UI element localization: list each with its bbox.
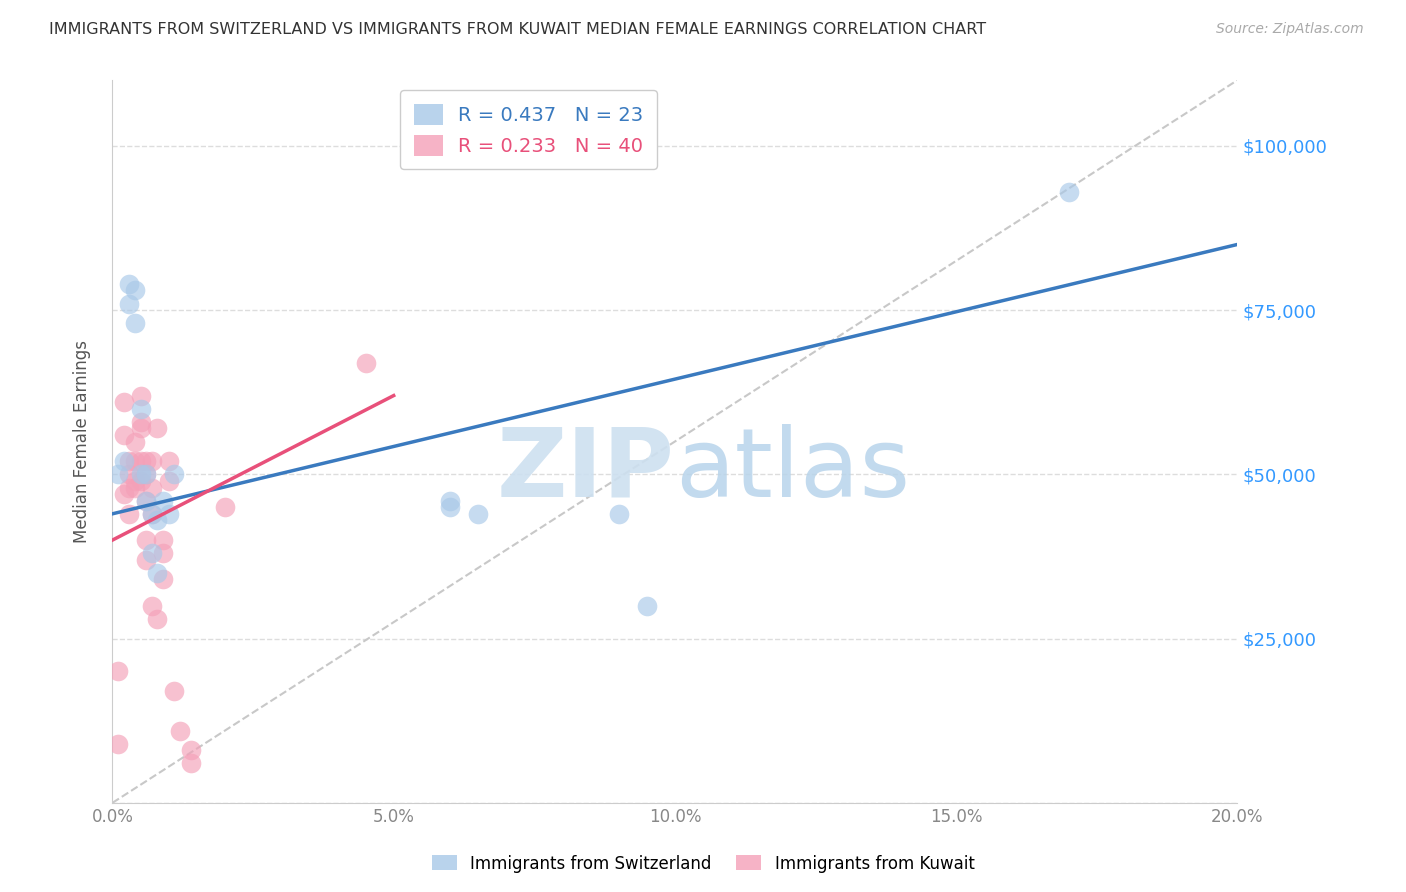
Point [118, 467, 141, 482]
Point [112, 428, 135, 442]
Point [118, 481, 141, 495]
Point [180, 743, 202, 757]
Point [124, 316, 146, 330]
Point [135, 493, 157, 508]
Point [141, 481, 163, 495]
Y-axis label: Median Female Earnings: Median Female Earnings [73, 340, 91, 543]
Point [439, 493, 461, 508]
Point [467, 507, 489, 521]
Point [636, 599, 658, 613]
Point [107, 665, 129, 679]
Point [141, 599, 163, 613]
Point [141, 546, 163, 560]
Point [124, 454, 146, 468]
Point [141, 507, 163, 521]
Point [129, 401, 152, 416]
Point [129, 454, 152, 468]
Point [439, 500, 461, 515]
Point [607, 507, 630, 521]
Point [135, 533, 157, 547]
Point [354, 356, 377, 370]
Point [135, 454, 157, 468]
Point [124, 481, 146, 495]
Point [124, 284, 146, 298]
Point [118, 296, 141, 310]
Point [152, 546, 174, 560]
Point [163, 467, 186, 482]
Text: atlas: atlas [675, 424, 910, 517]
Legend: R = 0.437   N = 23, R = 0.233   N = 40: R = 0.437 N = 23, R = 0.233 N = 40 [401, 90, 657, 169]
Point [118, 507, 141, 521]
Point [129, 421, 152, 435]
Point [129, 415, 152, 429]
Point [163, 684, 186, 698]
Point [152, 533, 174, 547]
Point [157, 454, 180, 468]
Point [141, 454, 163, 468]
Point [146, 566, 169, 580]
Point [107, 467, 129, 482]
Point [152, 573, 174, 587]
Point [146, 513, 169, 527]
Point [146, 421, 169, 435]
Point [214, 500, 236, 515]
Text: Source: ZipAtlas.com: Source: ZipAtlas.com [1216, 22, 1364, 37]
Point [129, 467, 152, 482]
Point [146, 612, 169, 626]
Point [129, 388, 152, 402]
Point [107, 737, 129, 751]
Point [152, 493, 174, 508]
Point [141, 507, 163, 521]
Point [180, 756, 202, 771]
Point [157, 507, 180, 521]
Point [112, 454, 135, 468]
Legend: Immigrants from Switzerland, Immigrants from Kuwait: Immigrants from Switzerland, Immigrants … [425, 848, 981, 880]
Point [157, 474, 180, 488]
Point [135, 493, 157, 508]
Point [124, 434, 146, 449]
Text: IMMIGRANTS FROM SWITZERLAND VS IMMIGRANTS FROM KUWAIT MEDIAN FEMALE EARNINGS COR: IMMIGRANTS FROM SWITZERLAND VS IMMIGRANT… [49, 22, 987, 37]
Point [169, 723, 191, 738]
Point [124, 474, 146, 488]
Point [129, 474, 152, 488]
Point [135, 467, 157, 482]
Text: ZIP: ZIP [496, 424, 675, 517]
Point [135, 553, 157, 567]
Point [112, 487, 135, 501]
Point [118, 454, 141, 468]
Point [118, 277, 141, 291]
Point [1057, 185, 1080, 199]
Point [135, 467, 157, 482]
Point [112, 395, 135, 409]
